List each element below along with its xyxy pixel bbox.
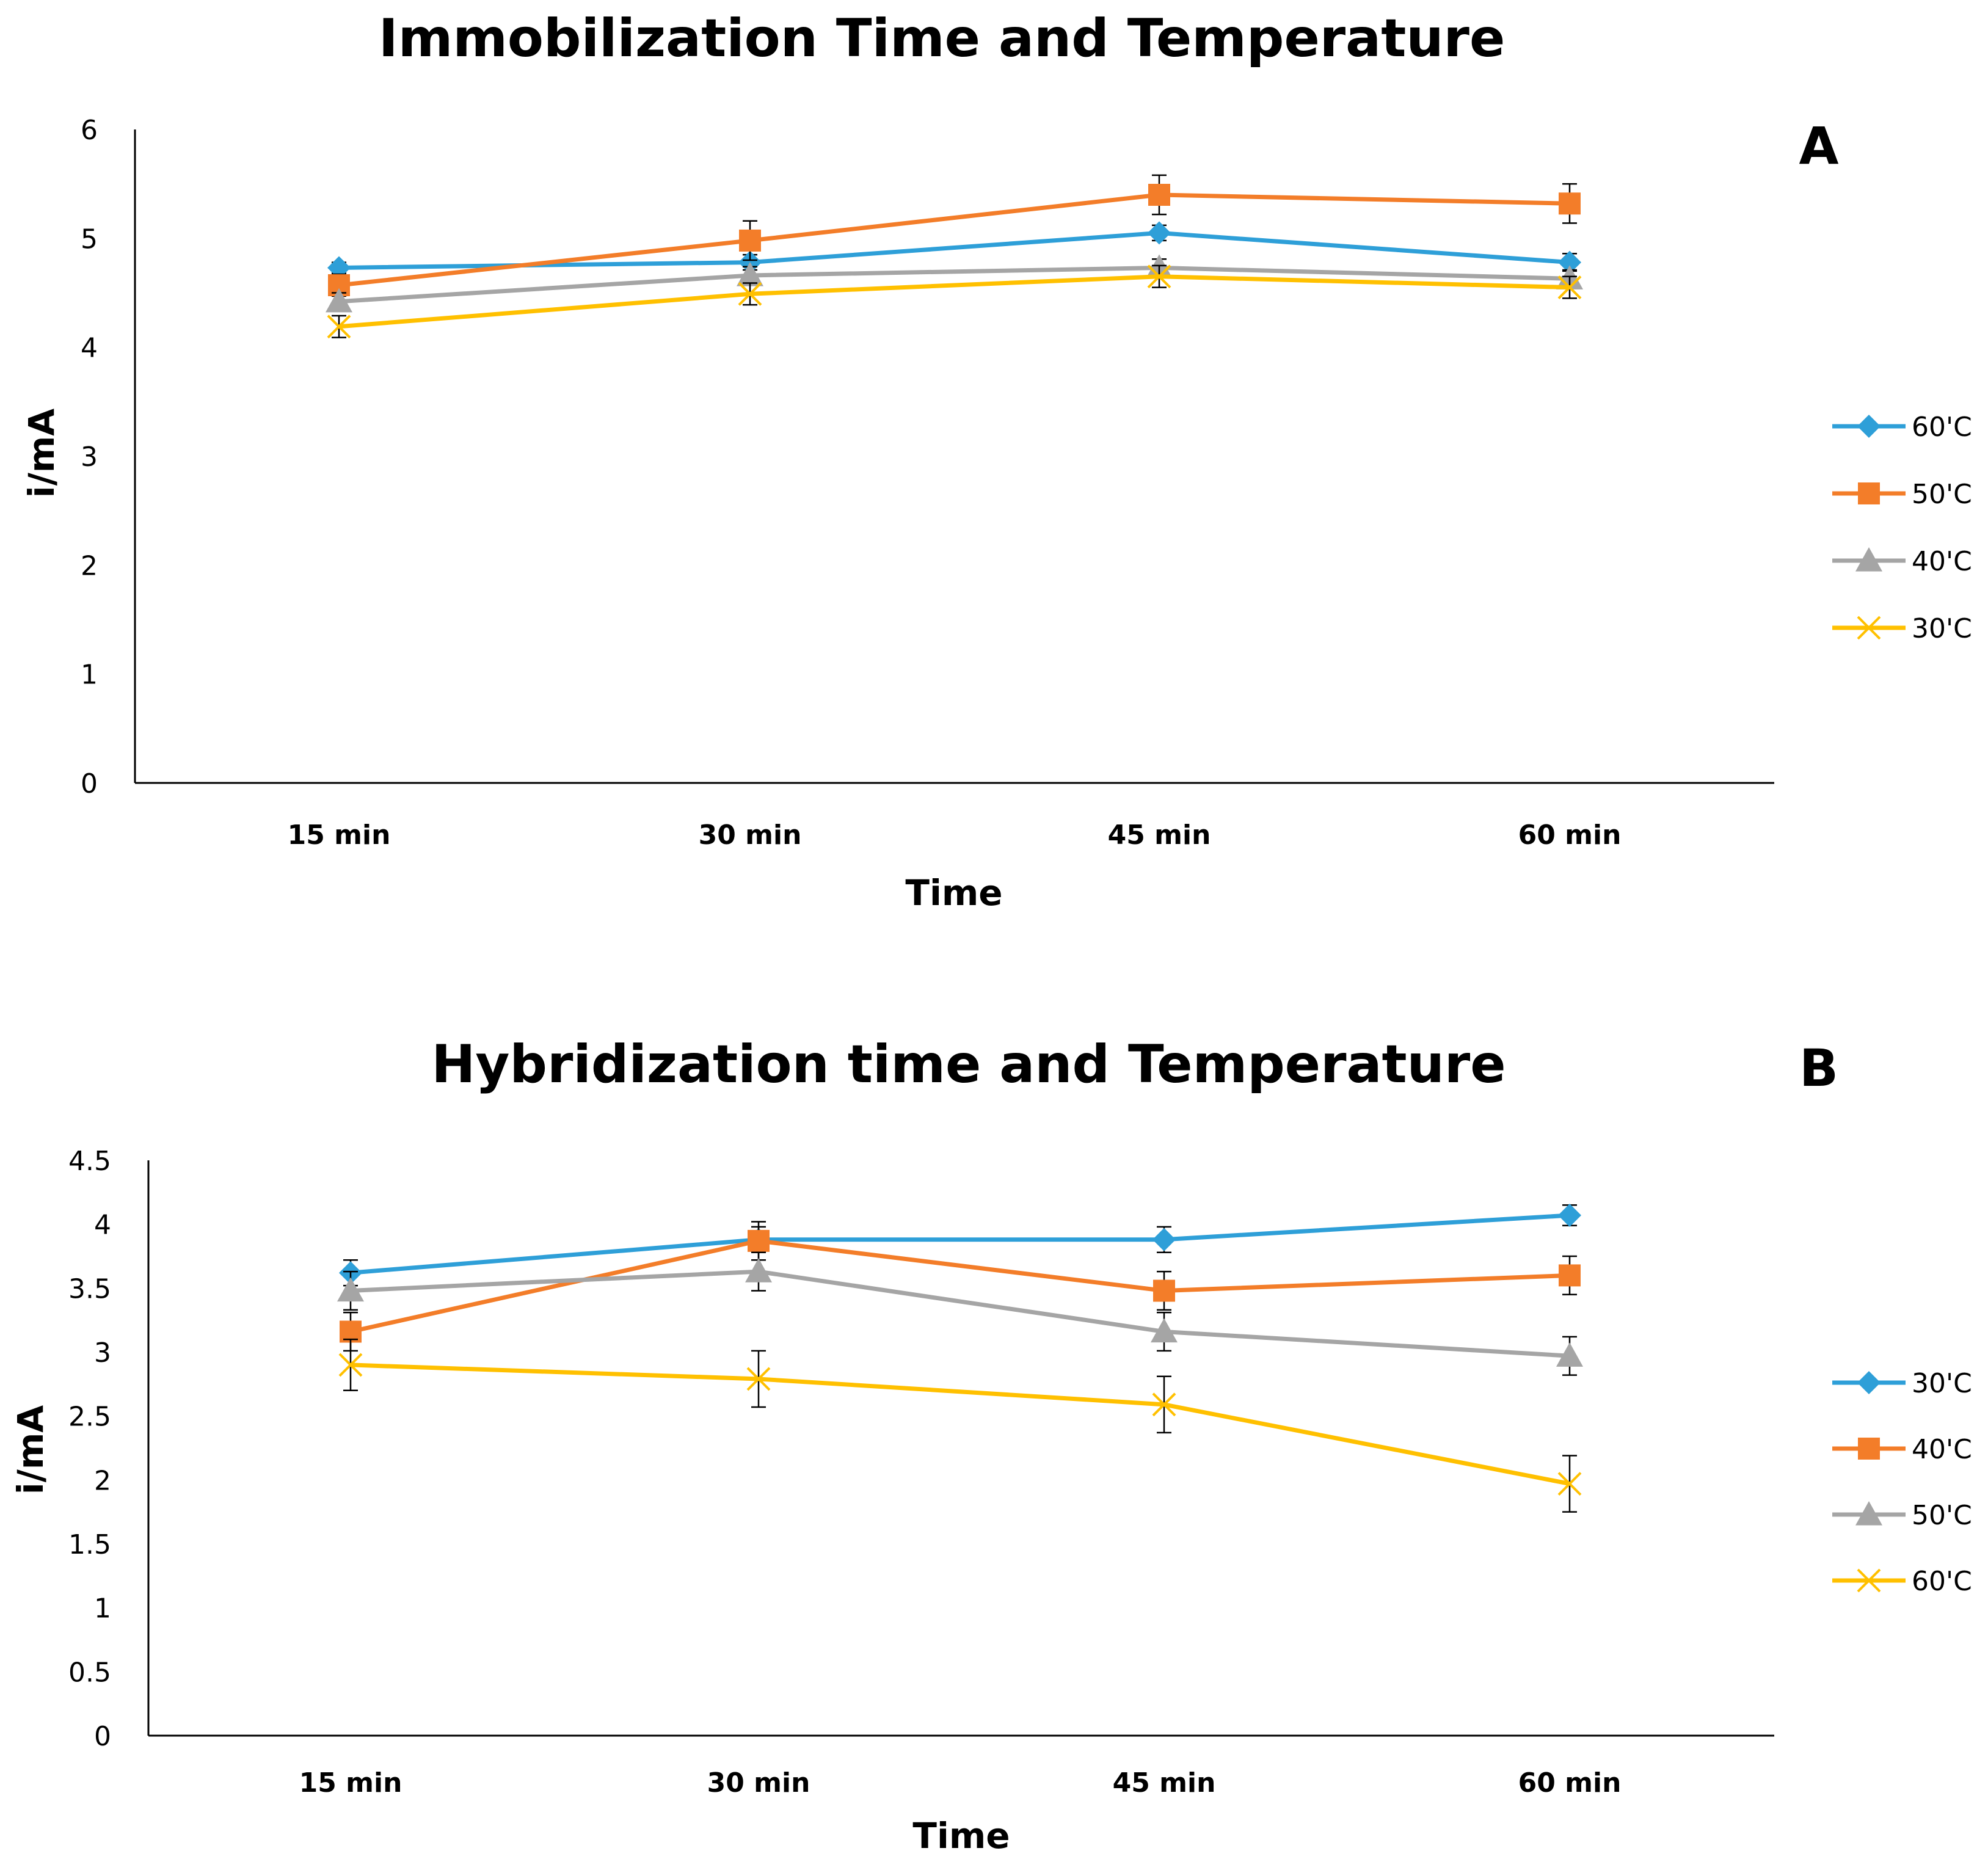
y-tick-label: 2.5 <box>68 1402 111 1433</box>
legend-marker <box>1857 415 1881 438</box>
legend-label: 30'C <box>1912 1368 1972 1399</box>
legend-marker <box>1857 1568 1881 1593</box>
series-line <box>350 1362 1570 1486</box>
y-tick-label: 5 <box>81 224 98 255</box>
legend-label: 50'C <box>1912 1500 1972 1531</box>
series-line <box>338 230 1570 270</box>
legend-entry: 60'C <box>1832 412 1972 443</box>
y-tick-label: 1 <box>81 660 98 691</box>
panel-b-letter: B <box>1799 1038 1838 1098</box>
legend-label: 40'C <box>1912 1434 1972 1465</box>
data-point <box>748 1229 770 1252</box>
panel-a-letter: A <box>1799 116 1838 176</box>
data-point <box>746 1367 771 1391</box>
legend-entry: 60'C <box>1832 1566 1972 1597</box>
series-line <box>338 265 1570 304</box>
legend-marker <box>1855 547 1882 572</box>
data-point <box>1557 1472 1582 1496</box>
x-tick-label: 60 min <box>1518 1767 1622 1799</box>
legend-entry: 40'C <box>1832 1434 1972 1465</box>
data-point <box>745 1258 772 1282</box>
legend-label: 60'C <box>1912 1566 1972 1597</box>
data-point <box>338 1353 363 1377</box>
legend-marker <box>1857 616 1881 640</box>
legend-entry: 30'C <box>1832 1368 1972 1399</box>
series-2 <box>337 1251 1583 1376</box>
x-tick-label: 45 min <box>1113 1767 1216 1799</box>
data-point <box>1558 250 1581 274</box>
legend-entry: 50'C <box>1832 1500 1972 1531</box>
series-line <box>338 192 1570 288</box>
panel-a: Immobilization Time and Temperature A 0 1… <box>21 8 1972 914</box>
data-point <box>737 261 763 286</box>
x-tick-label: 15 min <box>288 820 391 851</box>
x-tick-label: 30 min <box>707 1767 810 1799</box>
y-tick-label: 0 <box>94 1721 111 1752</box>
series-line <box>350 1269 1570 1358</box>
panel-a-y-label: i/mA <box>21 409 62 498</box>
data-point <box>1148 221 1171 245</box>
data-point <box>1151 1318 1178 1343</box>
series-line <box>350 1213 1570 1275</box>
x-tick-label: 60 min <box>1518 820 1622 851</box>
y-tick-label: 4.5 <box>68 1146 111 1177</box>
data-point <box>738 282 762 306</box>
legend-marker <box>1855 1501 1882 1526</box>
data-point <box>1559 192 1581 215</box>
y-tick-label: 1 <box>94 1593 111 1624</box>
data-point <box>1558 1204 1581 1228</box>
panel-a-title: Immobilization Time and Temperature <box>379 8 1506 69</box>
y-tick-label: 3.5 <box>68 1273 111 1304</box>
legend-entry: 40'C <box>1832 546 1972 577</box>
y-tick-label: 3 <box>94 1337 111 1369</box>
panel-b: Hybridization time and Temperature B 0 0.… <box>10 1034 1972 1857</box>
y-tick-label: 0 <box>81 768 98 799</box>
data-point <box>326 288 352 313</box>
data-point <box>327 315 351 339</box>
data-point <box>337 1277 364 1302</box>
series-line <box>350 1239 1570 1334</box>
y-tick-label: 2 <box>94 1465 111 1496</box>
x-tick-label: 15 min <box>299 1767 402 1799</box>
data-point <box>1152 1228 1176 1251</box>
series-3 <box>338 1338 1582 1513</box>
legend-marker <box>1858 1438 1880 1460</box>
series-1 <box>328 174 1581 297</box>
legend-label: 40'C <box>1912 546 1972 577</box>
x-tick-label: 45 min <box>1108 820 1211 851</box>
series-3 <box>327 264 1582 339</box>
panel-b-y-label: i/mA <box>10 1405 51 1495</box>
panel-b-title: Hybridization time and Temperature <box>431 1034 1506 1095</box>
data-point <box>1557 275 1582 299</box>
legend-label: 60'C <box>1912 412 1972 443</box>
data-point <box>1148 184 1170 206</box>
legend-entry: 50'C <box>1832 479 1972 510</box>
y-tick-label: 0.5 <box>68 1657 111 1688</box>
data-point <box>739 229 761 252</box>
series-line <box>338 274 1570 329</box>
series-0 <box>339 1204 1581 1287</box>
data-point <box>1147 264 1171 289</box>
legend-label: 50'C <box>1912 479 1972 510</box>
legend-entry: 30'C <box>1832 613 1972 644</box>
panel-a-x-label: Time <box>905 872 1002 914</box>
data-point <box>1153 1279 1175 1302</box>
y-tick-label: 3 <box>81 442 98 473</box>
y-tick-label: 1.5 <box>68 1529 111 1560</box>
panel-b-x-label: Time <box>912 1815 1010 1857</box>
data-point <box>1556 1342 1583 1367</box>
data-point <box>1559 1264 1581 1287</box>
y-tick-label: 4 <box>81 333 98 364</box>
y-tick-label: 2 <box>81 550 98 581</box>
legend-label: 30'C <box>1912 613 1972 644</box>
x-tick-label: 30 min <box>699 820 802 851</box>
data-point <box>1152 1392 1176 1417</box>
legend-marker <box>1858 482 1880 504</box>
y-tick-label: 4 <box>94 1210 111 1241</box>
legend-marker <box>1857 1371 1881 1394</box>
y-tick-label: 6 <box>81 115 98 146</box>
